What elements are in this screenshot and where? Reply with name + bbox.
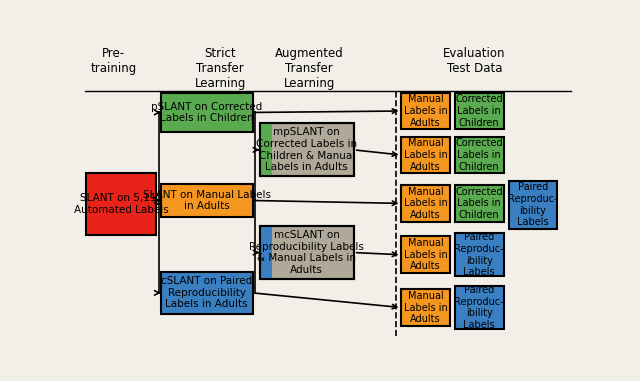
- Text: Augmented
Transfer
Learning: Augmented Transfer Learning: [275, 47, 344, 90]
- FancyBboxPatch shape: [455, 185, 504, 222]
- Text: Strict
Transfer
Learning: Strict Transfer Learning: [195, 47, 246, 90]
- Text: cSLANT on Paired
Reproducibility
Labels in Adults: cSLANT on Paired Reproducibility Labels …: [161, 276, 252, 309]
- FancyBboxPatch shape: [260, 123, 354, 176]
- FancyBboxPatch shape: [161, 272, 253, 314]
- Text: mcSLANT on
Reproducibility Labels
& Manual Labels in
Adults: mcSLANT on Reproducibility Labels & Manu…: [249, 230, 364, 275]
- Text: Paired
Reproduc-
ibility
Labels: Paired Reproduc- ibility Labels: [454, 285, 504, 330]
- FancyBboxPatch shape: [161, 93, 253, 132]
- Text: mpSLANT on
Corrected Labels in
Children & Manual
Labels in Adults: mpSLANT on Corrected Labels in Children …: [256, 128, 357, 172]
- Text: Manual
Labels in
Adults: Manual Labels in Adults: [404, 187, 447, 220]
- FancyBboxPatch shape: [401, 137, 450, 173]
- FancyBboxPatch shape: [260, 123, 272, 176]
- FancyBboxPatch shape: [401, 289, 450, 326]
- FancyBboxPatch shape: [455, 137, 504, 173]
- Text: Corrected
Labels in
Children: Corrected Labels in Children: [456, 94, 503, 128]
- FancyBboxPatch shape: [455, 286, 504, 329]
- Text: Paired
Reproduc-
ibility
Labels: Paired Reproduc- ibility Labels: [454, 232, 504, 277]
- Text: Pre-
training: Pre- training: [91, 47, 137, 75]
- Text: Corrected
Labels in
Children: Corrected Labels in Children: [456, 187, 503, 220]
- FancyBboxPatch shape: [401, 236, 450, 273]
- FancyBboxPatch shape: [260, 226, 272, 279]
- Text: Paired
Reproduc-
ibility
Labels: Paired Reproduc- ibility Labels: [508, 182, 557, 227]
- FancyBboxPatch shape: [401, 93, 450, 129]
- Text: Corrected
Labels in
Children: Corrected Labels in Children: [456, 138, 503, 171]
- Text: pSLANT on Corrected
Labels in Children: pSLANT on Corrected Labels in Children: [151, 102, 262, 123]
- Text: Evaluation
Test Data: Evaluation Test Data: [443, 47, 506, 75]
- FancyBboxPatch shape: [401, 185, 450, 222]
- Text: Manual
Labels in
Adults: Manual Labels in Adults: [404, 238, 447, 271]
- FancyBboxPatch shape: [161, 184, 253, 217]
- FancyBboxPatch shape: [455, 93, 504, 129]
- FancyBboxPatch shape: [455, 234, 504, 276]
- FancyBboxPatch shape: [509, 181, 557, 229]
- Text: SLANT on 5,111
Automated Labels: SLANT on 5,111 Automated Labels: [74, 193, 168, 215]
- FancyBboxPatch shape: [260, 226, 354, 279]
- Text: SLANT on Manual Labels
in Adults: SLANT on Manual Labels in Adults: [143, 190, 271, 211]
- Text: Manual
Labels in
Adults: Manual Labels in Adults: [404, 291, 447, 324]
- FancyBboxPatch shape: [86, 173, 156, 235]
- Text: Manual
Labels in
Adults: Manual Labels in Adults: [404, 94, 447, 128]
- Text: Manual
Labels in
Adults: Manual Labels in Adults: [404, 138, 447, 171]
